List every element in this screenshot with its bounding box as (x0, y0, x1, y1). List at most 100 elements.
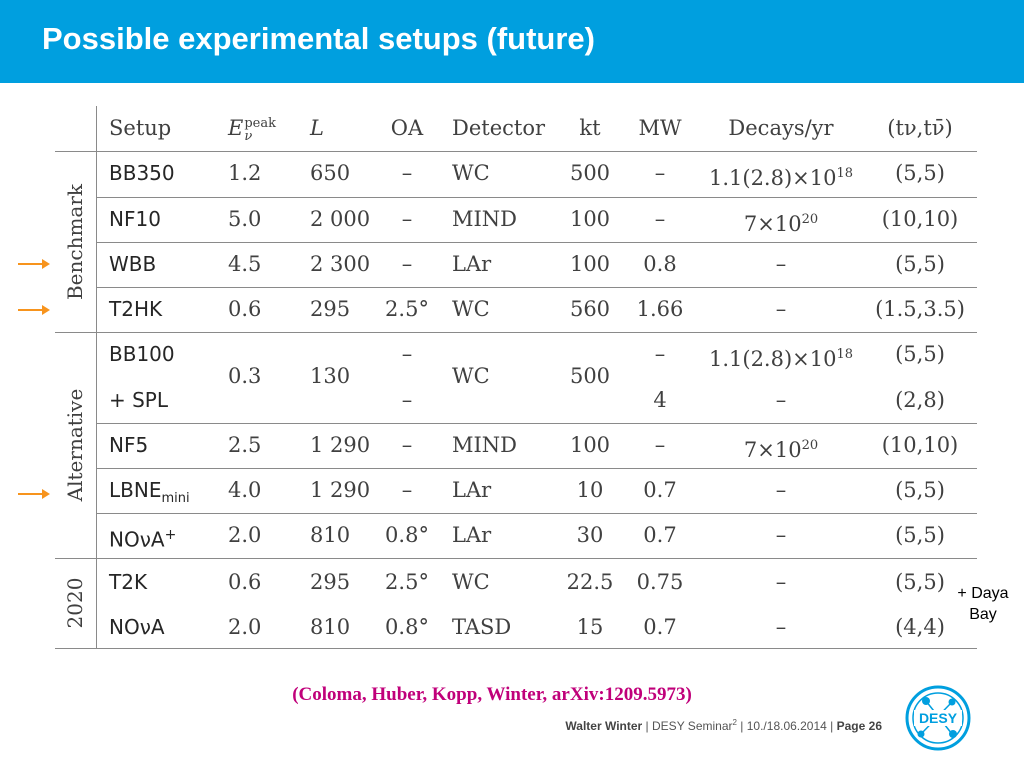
highlight-arrow-icon (18, 258, 50, 270)
table-rule (97, 242, 977, 243)
decays: 7×1020 (743, 438, 819, 462)
footer-event: DESY Seminar (652, 719, 733, 733)
header-baseline: L (310, 116, 324, 140)
running-time: (5,5) (895, 252, 945, 276)
header-energy-sup: peak (244, 115, 276, 131)
table-rule (55, 332, 977, 333)
header-mw: MW (638, 116, 682, 140)
group-label-2020: 2020 (63, 577, 87, 629)
mw: 0.7 (643, 478, 677, 502)
kt: 10 (576, 478, 604, 502)
baseline: 295 (310, 297, 351, 321)
kt: 100 (569, 252, 611, 276)
running-time: (2,8) (895, 388, 945, 412)
setup-name: WBB (109, 252, 157, 276)
kt: 500 (569, 161, 611, 185)
highlight-arrow-icon (18, 488, 50, 500)
setup-name: NF5 (109, 433, 149, 457)
decays: – (775, 523, 787, 547)
citation: (Coloma, Huber, Kopp, Winter, arXiv:1209… (292, 684, 692, 705)
header-kt: kt (579, 116, 601, 140)
off-axis: 2.5° (385, 570, 429, 594)
desy-logo-icon: DESY (905, 685, 971, 751)
detector-merged: WC (452, 364, 490, 388)
setup-name: + SPL (109, 388, 169, 412)
decays: – (775, 297, 787, 321)
header-decays: Decays/yr (728, 116, 834, 140)
footer-date: 10./18.06.2014 (746, 719, 827, 733)
peak-energy: 4.0 (228, 478, 262, 502)
setup-name: LBNEmini (109, 478, 190, 506)
setup-name: T2K (109, 570, 148, 594)
detector: WC (452, 570, 490, 594)
header-energy-sub: ν (244, 128, 253, 144)
table-rule (97, 513, 977, 514)
footer-page: Page 26 (836, 719, 882, 733)
logo-text: DESY (919, 710, 958, 726)
slide-footer: Walter Winter | DESY Seminar2 | 10./18.0… (565, 718, 882, 733)
header-detector: Detector (452, 116, 546, 140)
mw: 0.7 (643, 615, 677, 639)
off-axis: – (401, 342, 413, 366)
mw: 0.7 (643, 523, 677, 547)
setup-name: BB350 (109, 161, 175, 185)
peak-energy: 1.2 (228, 161, 262, 185)
peak-energy: 2.0 (228, 615, 262, 639)
header-running-time: (tν,tν̄) (887, 116, 953, 140)
daya-bay-note: + Daya Bay (948, 583, 1018, 625)
mw: – (654, 161, 666, 185)
off-axis: – (401, 388, 413, 412)
baseline: 1 290 (310, 433, 371, 457)
running-time: (5,5) (895, 161, 945, 185)
off-axis: – (401, 433, 413, 457)
mw: – (654, 433, 666, 457)
kt: 100 (569, 433, 611, 457)
header-energy-symbol: E (228, 116, 244, 140)
running-time: (10,10) (881, 207, 959, 231)
peak-energy: 2.0 (228, 523, 262, 547)
mw: – (654, 207, 666, 231)
decays: 1.1(2.8)×1018 (708, 347, 854, 371)
kt: 560 (569, 297, 611, 321)
running-time: (5,5) (895, 523, 945, 547)
highlight-arrow-icon (18, 304, 50, 316)
running-time: (5,5) (895, 478, 945, 502)
off-axis: 0.8° (385, 523, 429, 547)
baseline: 810 (310, 615, 351, 639)
table-rule (97, 423, 977, 424)
detector: LAr (452, 478, 492, 502)
peak-energy: 2.5 (228, 433, 262, 457)
running-time: (4,4) (895, 615, 945, 639)
mw: 0.75 (636, 570, 684, 594)
decays: 7×1020 (743, 212, 819, 236)
kt: 15 (576, 615, 604, 639)
kt-merged: 500 (569, 364, 611, 388)
detector: LAr (452, 252, 492, 276)
baseline: 2 300 (310, 252, 371, 276)
running-time: (5,5) (895, 570, 945, 594)
kt: 100 (569, 207, 611, 231)
table-rule (97, 197, 977, 198)
peak-energy-merged: 0.3 (228, 364, 262, 388)
decays: – (775, 570, 787, 594)
header-off-axis: OA (390, 116, 424, 140)
baseline: 810 (310, 523, 351, 547)
setup-name: NF10 (109, 207, 161, 231)
table-rule (55, 558, 977, 559)
off-axis: – (401, 252, 413, 276)
decays: – (775, 615, 787, 639)
group-label-benchmark: Benchmark (63, 183, 87, 301)
note-line: Bay (969, 606, 997, 623)
table-rule (55, 151, 977, 152)
peak-energy: 4.5 (228, 252, 262, 276)
detector: WC (452, 161, 490, 185)
running-time: (1.5,3.5) (875, 297, 965, 321)
title-bar: Possible experimental setups (future) (0, 0, 1024, 83)
setup-name: NOνA+ (109, 527, 177, 552)
detector: WC (452, 297, 490, 321)
setup-name: NOνA (109, 615, 165, 639)
baseline: 2 000 (310, 207, 371, 231)
header-setup: Setup (109, 116, 172, 140)
